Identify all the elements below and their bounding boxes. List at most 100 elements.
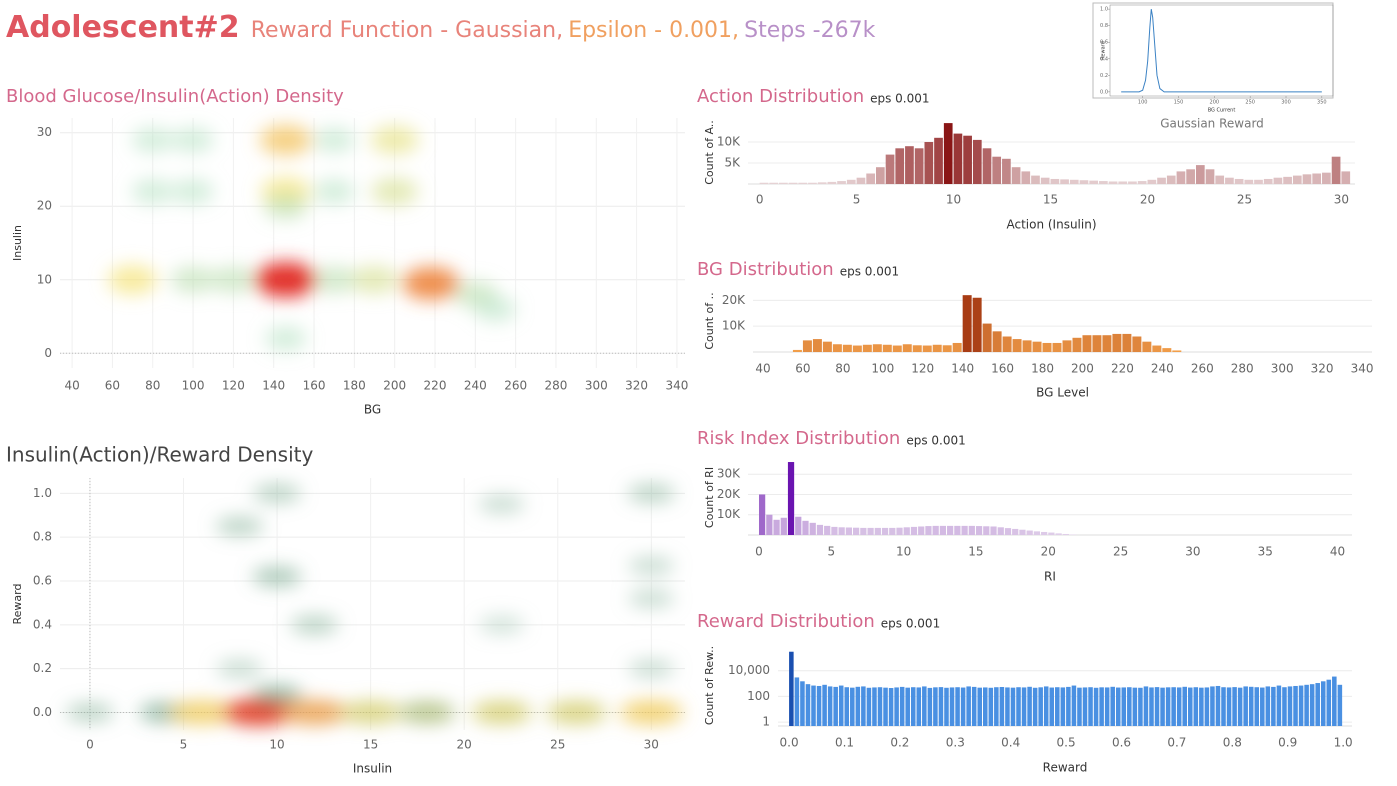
x-tick-label: 100 — [871, 362, 894, 376]
bar — [1193, 687, 1199, 726]
bar — [952, 342, 962, 352]
bar — [1254, 179, 1263, 184]
bar — [983, 687, 988, 726]
bar — [780, 517, 787, 535]
bar — [925, 526, 932, 535]
bar — [1032, 341, 1042, 352]
bar — [1165, 687, 1171, 726]
bar — [954, 525, 961, 535]
bar — [789, 651, 794, 726]
x-tick-label: 0.1 — [835, 736, 854, 750]
inset-caption: Gaussian Reward — [1160, 117, 1264, 131]
bar — [1199, 687, 1204, 726]
bar — [1271, 686, 1276, 726]
density-blob — [131, 179, 174, 205]
bar — [1132, 687, 1138, 726]
bar — [1093, 687, 1099, 726]
bar — [1077, 687, 1082, 726]
y-axis-title: Count of RI — [703, 467, 716, 528]
bar — [1038, 687, 1043, 726]
bar — [1204, 687, 1210, 726]
bar — [896, 527, 903, 535]
bar — [1315, 683, 1320, 726]
bar — [1166, 175, 1176, 184]
x-tick-label: 0.8 — [1223, 736, 1242, 750]
plot-frame — [1109, 4, 1334, 97]
density-layer — [107, 125, 517, 352]
bar — [822, 341, 832, 352]
bar — [842, 344, 852, 352]
bar — [972, 139, 982, 184]
x-axis-title: Action (Insulin) — [1006, 218, 1096, 232]
bar — [932, 525, 939, 535]
bar — [988, 687, 994, 726]
bar — [853, 527, 860, 535]
x-tick-label: 120 — [911, 362, 934, 376]
x-tick-label: 340 — [665, 379, 688, 393]
bar — [769, 182, 779, 184]
bar — [999, 687, 1005, 726]
density-blob — [398, 701, 456, 724]
y-tick-label: 5K — [724, 156, 741, 170]
bar — [1332, 676, 1337, 726]
bar — [1152, 345, 1162, 352]
bar — [787, 462, 795, 535]
density-blob — [170, 700, 234, 725]
bar — [1041, 531, 1048, 535]
bar — [1237, 687, 1243, 726]
bar — [899, 686, 905, 726]
annotation: eps 0.001 — [881, 617, 940, 631]
bar — [1337, 684, 1343, 726]
bar — [939, 525, 947, 535]
x-tick-label: 180 — [1031, 362, 1054, 376]
density-blob — [340, 701, 401, 724]
bar — [1210, 686, 1215, 726]
subtitle: Steps -267k — [744, 18, 876, 43]
bar — [1205, 169, 1215, 184]
bar — [994, 687, 999, 726]
bar — [1254, 687, 1260, 726]
bar — [932, 344, 942, 352]
bar — [758, 494, 766, 535]
bar — [1115, 687, 1121, 726]
y-axis-title: Count of A.. — [703, 120, 716, 185]
x-tick-label: 35 — [1258, 545, 1273, 559]
y-tick-label: 1 — [762, 715, 770, 729]
bar — [800, 681, 805, 726]
bar — [903, 527, 910, 535]
bar — [794, 677, 800, 726]
x-tick-label: 40 — [755, 362, 770, 376]
bar — [1099, 687, 1104, 726]
x-tick-label: 0 — [756, 193, 764, 207]
bar — [1243, 686, 1248, 726]
density-blob — [628, 556, 675, 575]
bar — [1052, 342, 1062, 352]
bar — [982, 148, 992, 184]
bar — [1302, 174, 1312, 184]
density-blob — [290, 615, 339, 635]
bar — [1104, 687, 1110, 726]
inset-frame — [1092, 2, 1334, 99]
bar — [910, 526, 918, 535]
bar — [1026, 530, 1033, 535]
bar — [795, 516, 802, 535]
bar — [1050, 178, 1060, 184]
x-tick-label: 30 — [1334, 193, 1349, 207]
bar — [1027, 686, 1032, 726]
y-tick-label: 30 — [37, 125, 52, 139]
bar — [975, 526, 983, 535]
density-blob — [619, 700, 683, 725]
bar — [938, 687, 944, 726]
x-tick-label: 40 — [64, 379, 79, 393]
bar — [1171, 687, 1176, 726]
bar — [947, 525, 954, 535]
bar — [831, 526, 838, 535]
bar — [833, 686, 838, 726]
bar — [1055, 533, 1062, 535]
x-tick-label: 0 — [86, 738, 94, 752]
bar — [1043, 686, 1049, 726]
x-tick-label: 30 — [644, 738, 659, 752]
x-tick-label: 320 — [1311, 362, 1334, 376]
bar — [983, 526, 990, 535]
bar — [788, 182, 798, 184]
